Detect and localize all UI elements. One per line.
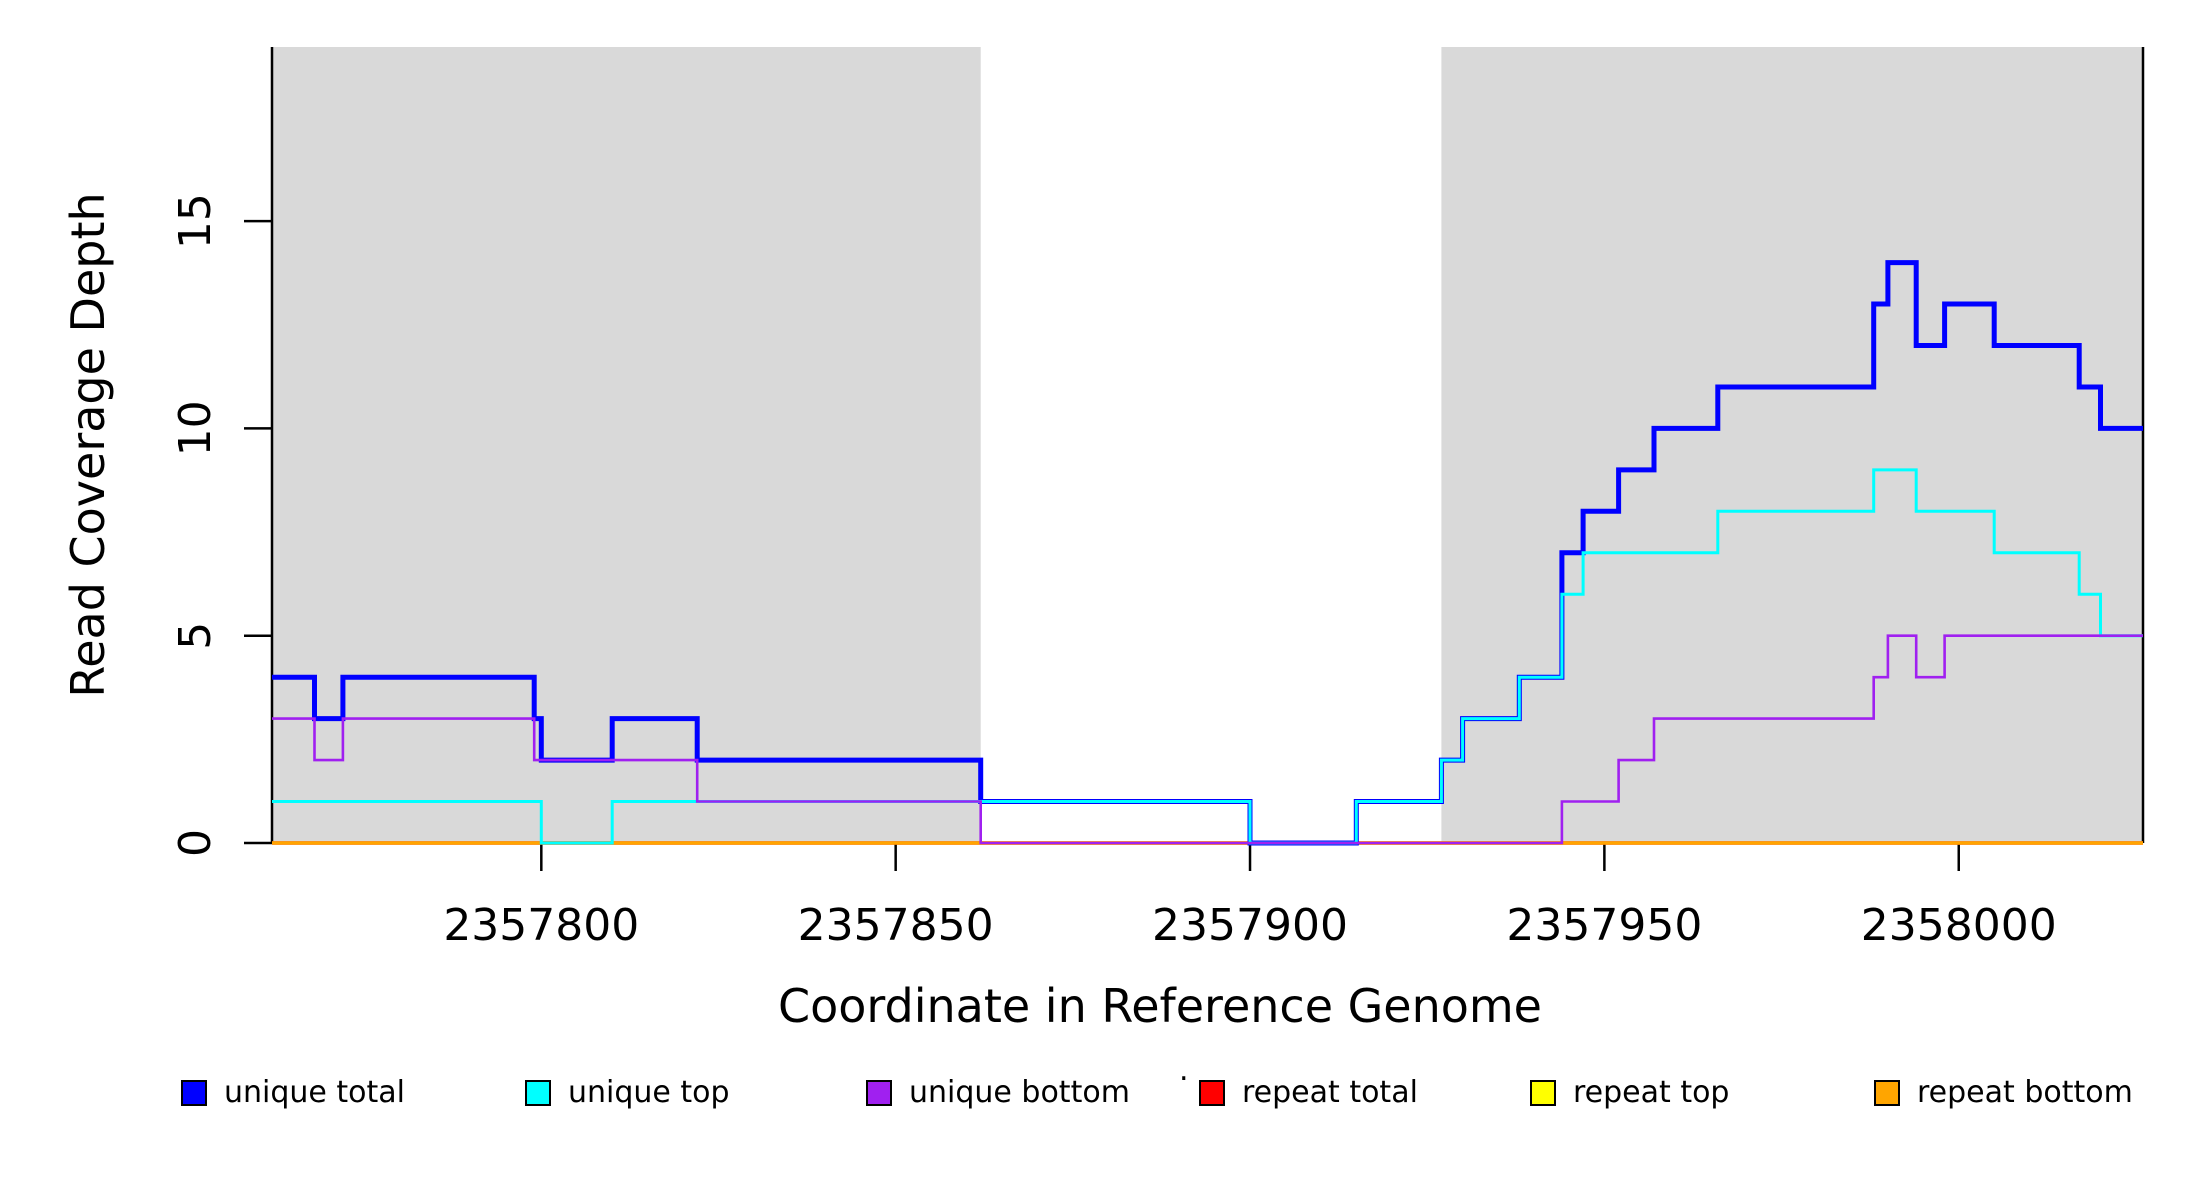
legend-label: repeat bottom [1917,1075,2133,1110]
legend-item-repeat-top: repeat top [1530,1076,1729,1110]
y-tick-label: 0 [170,829,221,857]
x-tick-label: 2357800 [443,900,639,951]
y-tick-label: 10 [170,400,221,456]
legend-item-unique-bottom: unique bottom [866,1076,1130,1110]
legend-label: repeat total [1242,1075,1418,1110]
legend-item-unique-total: unique total [181,1076,405,1110]
legend-label: unique bottom [909,1075,1130,1110]
unique-region-left [272,47,981,843]
legend-label: unique top [568,1075,730,1110]
y-tick-label: 5 [170,622,221,650]
legend-stray-dot: . [1179,1053,1189,1088]
x-tick-label: 2357850 [798,900,994,951]
y-axis-title: Read Coverage Depth [61,192,115,697]
y-tick-label: 15 [170,193,221,249]
series-line-unique-top [272,468,2143,845]
legend-item-repeat-total: repeat total [1199,1076,1418,1110]
x-tick-label: 2357900 [1152,900,1348,951]
x-axis-title: Coordinate in Reference Genome [778,979,1542,1033]
x-tick-label: 2358000 [1861,900,2057,951]
legend-item-unique-top: unique top [525,1076,730,1110]
series-line-unique-bottom [272,634,2143,845]
legend-swatch-repeat-total [1199,1080,1225,1106]
legend-swatch-unique-top [525,1080,551,1106]
legend-label: repeat top [1573,1075,1730,1110]
x-tick-label: 2357950 [1506,900,1702,951]
legend-label: unique total [224,1075,406,1110]
unique-region-right [1441,47,2143,843]
legend-item-repeat-bottom: repeat bottom [1874,1076,2133,1110]
legend-swatch-unique-bottom [866,1080,892,1106]
legend-swatch-unique-total [181,1080,207,1106]
legend-swatch-repeat-bottom [1874,1080,1900,1106]
legend-swatch-repeat-top [1530,1080,1556,1106]
